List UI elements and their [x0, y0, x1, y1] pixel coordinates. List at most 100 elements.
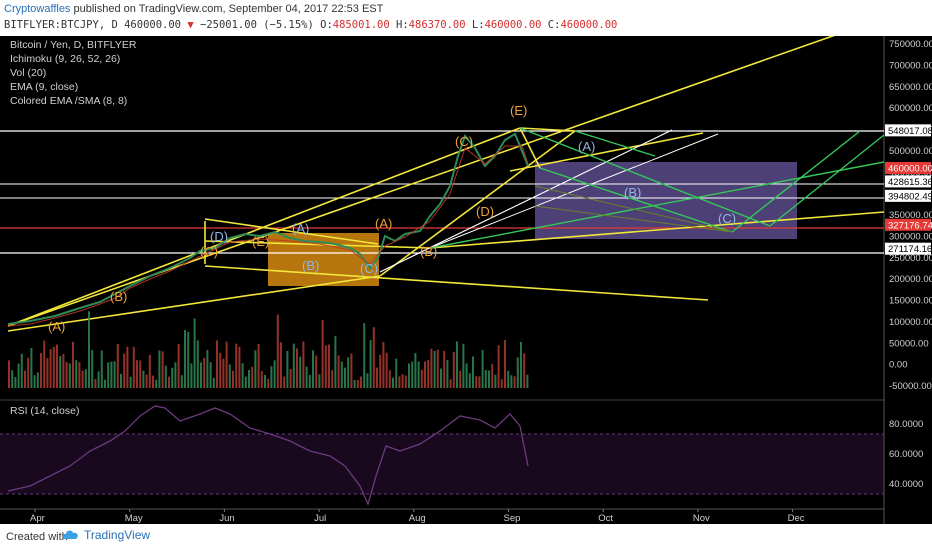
wave-label-b1: (B) [110, 289, 127, 304]
price-chart-svg[interactable]: (A) (B) (C) (E) (A) (C) (B) (D) (E) (A) … [0, 31, 932, 524]
volume-bar [123, 353, 126, 388]
volume-bar [433, 350, 436, 388]
rsi-label[interactable]: RSI (14, close) [10, 405, 79, 417]
volume-bar [427, 360, 430, 388]
price-tick-5: 500000.00 [889, 146, 932, 157]
high-value: 486370.00 [408, 19, 466, 31]
tradingview-logo[interactable]: TradingView [62, 528, 150, 542]
volume-bar [443, 351, 446, 388]
volume-bar [459, 370, 462, 388]
volume-bar [139, 360, 142, 388]
legend-study-ema[interactable]: EMA (9, close) [10, 81, 78, 93]
time-tick-7: Nov [693, 513, 710, 524]
volume-bar [353, 380, 356, 388]
volume-bar [388, 370, 391, 388]
volume-bar [267, 378, 270, 388]
volume-bar [280, 342, 282, 388]
time-tick-4: Aug [409, 513, 426, 524]
volume-bar [110, 361, 113, 388]
volume-bar [475, 376, 478, 388]
volume-bar [72, 341, 74, 388]
volume-bar [513, 376, 516, 388]
volume-bar [504, 340, 506, 388]
volume-bar [296, 348, 298, 388]
price-level-tag-bg-0 [885, 124, 931, 137]
volume-bar [404, 375, 407, 388]
time-tick-6: Oct [598, 513, 613, 524]
legend-title[interactable]: Bitcoin / Yen, D, BITFLYER [10, 39, 137, 51]
volume-bar [340, 361, 343, 388]
volume-bar [238, 346, 241, 388]
volume-bar [363, 323, 366, 388]
volume-bars [8, 311, 529, 388]
volume-bar [14, 376, 17, 388]
price-tick-14: 50000.00 [889, 338, 929, 349]
legend-study-vol[interactable]: Vol (20) [10, 67, 46, 79]
volume-bar [184, 330, 186, 388]
volume-bar [148, 355, 151, 388]
price-tick-16: -50000.00 [889, 381, 932, 392]
volume-bar [158, 350, 161, 388]
rsi-axis[interactable]: 80.0000 60.0000 40.0000 [889, 419, 923, 490]
volume-bar [56, 344, 58, 388]
publish-info: Cryptowaffles published on TradingView.c… [4, 3, 383, 15]
volume-bar [497, 345, 500, 388]
open-value: 485001.00 [332, 19, 390, 31]
price-tick-11: 200000.00 [889, 274, 932, 285]
volume-bar [120, 373, 122, 388]
volume-bar [436, 349, 439, 388]
volume-bar [430, 348, 433, 388]
volume-bar [446, 360, 449, 388]
volume-bar [299, 356, 302, 388]
volume-bar [257, 344, 260, 388]
projection-lines [379, 127, 885, 273]
published-text: published on TradingView.com, September … [73, 3, 384, 15]
legend-study-ichimoku[interactable]: Ichimoku (9, 26, 52, 26) [10, 53, 120, 65]
chart-area[interactable]: (A) (B) (C) (E) (A) (C) (B) (D) (E) (A) … [0, 31, 932, 524]
volume-bar [414, 353, 417, 388]
time-tick-5: Sep [504, 513, 521, 524]
volume-bar [248, 370, 250, 388]
volume-bar [52, 346, 55, 388]
close-value: 460000.00 [560, 19, 618, 31]
volume-bar [398, 376, 401, 388]
price-tick-13: 100000.00 [889, 317, 932, 328]
price-level-tag-bg-5 [885, 242, 931, 255]
legend-study-colored-ema[interactable]: Colored EMA /SMA (8, 8) [10, 95, 127, 107]
volume-bar [347, 357, 350, 388]
volume-bar [520, 342, 522, 388]
volume-bar [523, 353, 526, 388]
volume-bar [216, 340, 218, 388]
volume-bar [350, 353, 353, 388]
price-level-tag-bg-3 [885, 189, 931, 202]
volume-bar [440, 368, 442, 388]
volume-bar [392, 377, 394, 388]
volume-bar [315, 355, 318, 388]
close-label: C: [547, 19, 561, 31]
volume-bar [305, 366, 308, 388]
down-arrow-icon: ▼ [187, 19, 194, 31]
volume-bar [225, 341, 228, 388]
volume-bar [283, 376, 286, 388]
time-axis[interactable]: Apr May Jun Jul Aug Sep Oct Nov Dec [30, 509, 805, 524]
time-tick-2: Jun [219, 513, 234, 524]
price-level-tag-bg-4 [885, 218, 931, 231]
volume-bar [129, 376, 132, 388]
author-link[interactable]: Cryptowaffles [4, 3, 71, 15]
ohlc-line: BITFLYER:BTCJPY, D 460000.00 ▼ −25001.00… [4, 19, 617, 31]
volume-bar [251, 366, 254, 388]
volume-bar [75, 360, 78, 388]
price-level-tag-4: 327176.74 [888, 220, 932, 231]
volume-bar [17, 363, 20, 388]
price-axis[interactable]: 750000.00700000.00650000.00600000.005500… [889, 39, 932, 392]
volume-bar [526, 374, 529, 388]
volume-bar [193, 318, 196, 388]
wave-label-b2: (B) [420, 244, 437, 259]
price-tick-12: 150000.00 [889, 296, 932, 307]
volume-bar [337, 355, 340, 388]
volume-bar [196, 340, 199, 388]
volume-bar [62, 353, 65, 388]
volume-bar [478, 376, 481, 388]
created-with-text: Created with [6, 531, 68, 543]
volume-bar [462, 343, 465, 388]
